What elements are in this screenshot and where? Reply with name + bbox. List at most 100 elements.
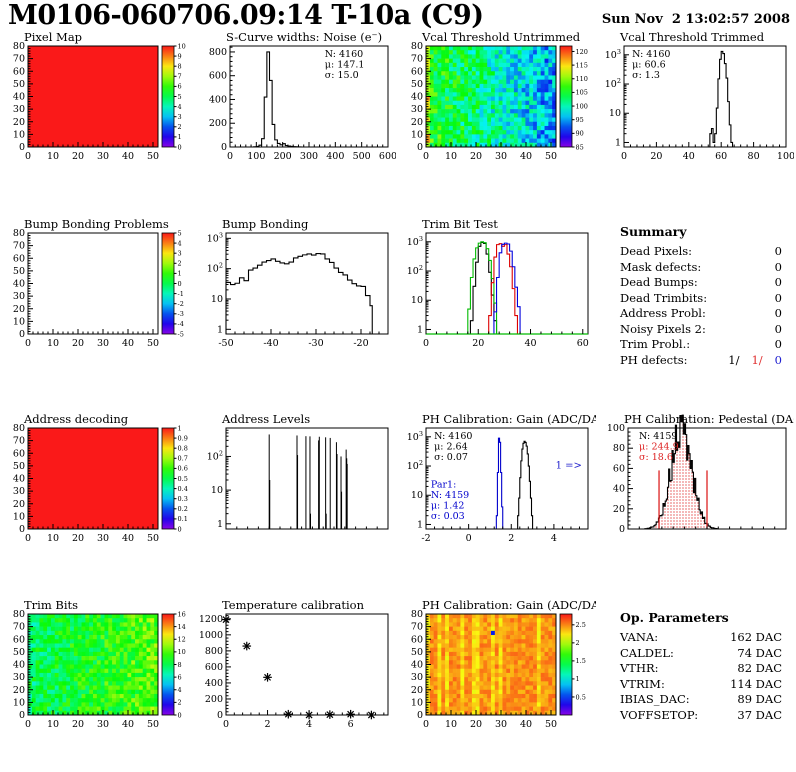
plot-trim-bit-test: Trim Bit Test 0 20 40 60 1 10 102 103 xyxy=(400,217,596,363)
svg-text:8: 8 xyxy=(178,63,182,71)
row-value: 37 DAC xyxy=(737,707,782,722)
svg-text:0.4: 0.4 xyxy=(178,485,188,493)
colorbar: 5 4 3 2 1 0 -1 -2 -3 -4 -5 xyxy=(161,229,184,338)
svg-text:0.8: 0.8 xyxy=(178,445,188,453)
svg-text:-2: -2 xyxy=(178,300,184,308)
op-parameter-row: VTHR: 82 DAC xyxy=(620,661,782,677)
svg-text:60: 60 xyxy=(411,634,423,645)
plot-title: PH Calibration: Gain (ADC/DAC) xyxy=(422,598,596,612)
svg-text:0.2: 0.2 xyxy=(178,505,188,513)
svg-text:400: 400 xyxy=(205,678,223,689)
svg-text:16: 16 xyxy=(178,610,186,618)
svg-text:70: 70 xyxy=(13,436,25,447)
svg-text:40: 40 xyxy=(411,92,423,103)
svg-text:0: 0 xyxy=(19,142,25,153)
series xyxy=(467,241,500,335)
svg-text:50: 50 xyxy=(545,151,557,162)
svg-text:10: 10 xyxy=(609,108,621,119)
svg-text:Par1:: Par1: xyxy=(431,480,456,491)
plot-frame xyxy=(623,45,787,148)
heatmap xyxy=(426,46,557,148)
svg-text:60: 60 xyxy=(715,151,727,162)
svg-text:800: 800 xyxy=(209,47,227,58)
svg-text:300: 300 xyxy=(300,151,318,162)
svg-text:600: 600 xyxy=(205,662,223,673)
svg-text:-40: -40 xyxy=(263,338,278,349)
svg-text:200: 200 xyxy=(274,151,292,162)
row-value: 0 xyxy=(774,337,782,351)
svg-text:0: 0 xyxy=(621,151,627,162)
x-axis: 0 10 20 30 40 50 xyxy=(25,710,159,730)
svg-text:20: 20 xyxy=(72,719,84,730)
heatmap xyxy=(28,614,159,716)
svg-text:70: 70 xyxy=(13,622,25,633)
svg-text:0.7: 0.7 xyxy=(178,455,188,463)
x-axis: -50 -40 -30 -20 xyxy=(218,329,389,349)
timestamp: Sun Nov 2 13:02:57 2008 xyxy=(601,12,790,27)
op-parameter-row: IBIAS_DAC: 89 DAC xyxy=(620,692,782,708)
row-value: 162 DAC xyxy=(730,630,782,644)
svg-text:100: 100 xyxy=(607,423,625,434)
ph-defects-values: 1/1/0 xyxy=(716,353,782,369)
svg-text:20: 20 xyxy=(470,151,482,162)
plot-ph-pedestal: PH Calibration: Pedestal (DAC) 0 20 40 60 80 1… xyxy=(598,412,794,558)
svg-text:N: 4159: N: 4159 xyxy=(639,431,677,442)
op-parameter-row: VTRIM: 114 DAC xyxy=(620,677,782,693)
svg-text:70: 70 xyxy=(13,54,25,65)
svg-text:103: 103 xyxy=(407,430,423,443)
svg-text:10: 10 xyxy=(13,697,25,708)
colorbar: 120 115 110 105 100 95 90 85 xyxy=(559,45,588,151)
x-axis xyxy=(627,526,787,529)
svg-text:0.5: 0.5 xyxy=(178,475,188,483)
plot-address-decoding: Address decoding 0 10 20 30 40 50 0 10 20 30 40 50 60… xyxy=(2,412,198,558)
summary-title: Summary xyxy=(620,224,687,239)
svg-text:0: 0 xyxy=(423,151,429,162)
svg-text:1: 1 xyxy=(178,270,182,278)
svg-text:6: 6 xyxy=(178,83,182,91)
svg-text:0: 0 xyxy=(178,280,182,288)
svg-text:10: 10 xyxy=(411,697,423,708)
x-axis: 0 20 40 60 80 100 xyxy=(621,142,794,162)
svg-text:10: 10 xyxy=(13,129,25,140)
svg-text:10: 10 xyxy=(13,511,25,522)
svg-text:50: 50 xyxy=(147,719,159,730)
svg-text:30: 30 xyxy=(97,151,109,162)
svg-text:0: 0 xyxy=(223,719,229,730)
svg-text:102: 102 xyxy=(407,264,423,277)
svg-text:20: 20 xyxy=(72,151,84,162)
svg-text:40: 40 xyxy=(524,338,536,349)
svg-text:0: 0 xyxy=(25,338,31,349)
svg-text:-50: -50 xyxy=(218,338,233,349)
op-parameter-row: CALDEL: 74 DAC xyxy=(620,646,782,662)
svg-text:102: 102 xyxy=(207,449,223,462)
svg-text:1: 1 xyxy=(217,519,223,530)
svg-text:0.3: 0.3 xyxy=(178,495,188,503)
svg-text:60: 60 xyxy=(13,253,25,264)
series xyxy=(253,51,304,148)
svg-text:50: 50 xyxy=(411,647,423,658)
svg-text:4: 4 xyxy=(178,239,182,247)
svg-text:20: 20 xyxy=(13,685,25,696)
svg-text:0: 0 xyxy=(178,143,182,151)
x-axis: 0 10 20 30 40 50 xyxy=(25,524,159,544)
svg-text:1200: 1200 xyxy=(200,614,223,625)
x-axis xyxy=(225,526,389,529)
svg-text:40: 40 xyxy=(122,151,134,162)
svg-text:2.5: 2.5 xyxy=(576,621,586,629)
svg-text:10: 10 xyxy=(47,338,59,349)
plot-bump-bonding: Bump Bonding -50 -40 -30 -20 1 10 102 103 xyxy=(200,217,396,363)
page-title: M0106-060706.09:14 T-10a (C9) xyxy=(8,0,484,31)
plot-title: Temperature calibration xyxy=(222,598,365,612)
svg-text:103: 103 xyxy=(207,231,223,244)
svg-text:0: 0 xyxy=(25,151,31,162)
svg-text:50: 50 xyxy=(411,79,423,90)
plot-trim-bits: Trim Bits 0 10 20 30 40 50 0 10 20 30 40 50 60 70 80 16 1… xyxy=(2,598,198,744)
svg-text:1.5: 1.5 xyxy=(576,657,586,665)
plot-frame xyxy=(425,427,589,530)
y-axis: 1 10 102 103 xyxy=(207,231,231,335)
svg-text:6: 6 xyxy=(348,719,354,730)
svg-text:30: 30 xyxy=(13,486,25,497)
